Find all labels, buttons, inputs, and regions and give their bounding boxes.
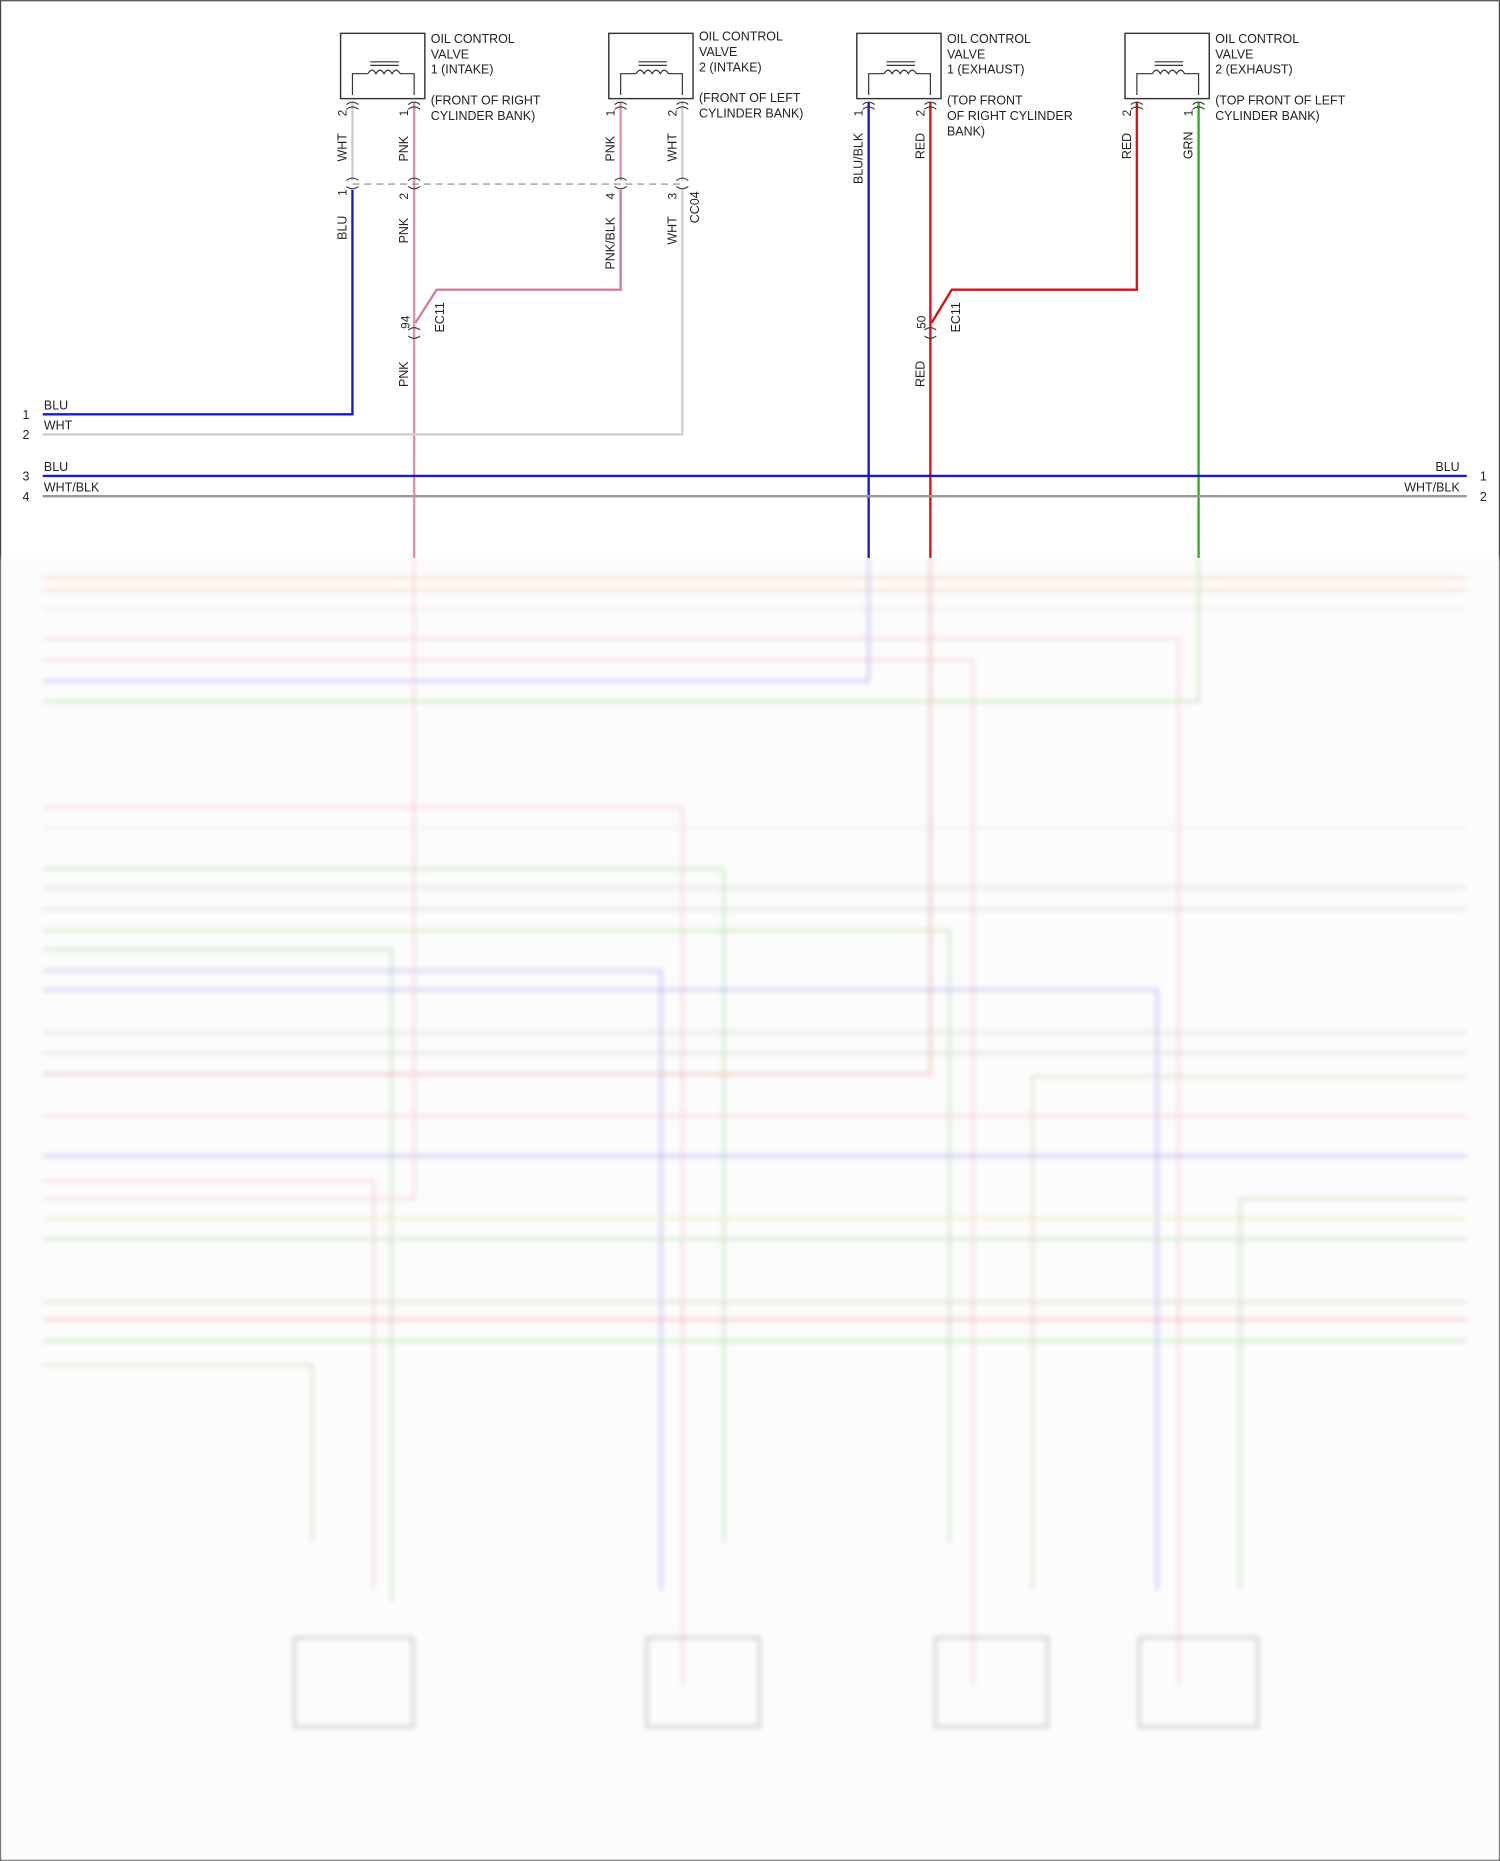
- diagram-label: 1: [1480, 470, 1487, 484]
- pin-labels: 2 1 1 2 1 2 2 1 WHT PNK PNK WHT BLU/BLK …: [336, 109, 1196, 387]
- diagram-label: RED: [913, 133, 927, 159]
- blurred-harness-region: [0, 557, 1500, 1861]
- diagram-label: OIL CONTROL: [1215, 32, 1299, 46]
- diagram-label: 1: [604, 109, 618, 116]
- diagram-label: 2 (INTAKE): [699, 60, 762, 74]
- diagram-label: OIL CONTROL: [431, 32, 515, 46]
- diagram-label: VALVE: [1215, 47, 1253, 61]
- diagram-label: WHT: [44, 419, 73, 433]
- diagram-label: VALVE: [947, 47, 985, 61]
- diagram-label: CYLINDER BANK): [431, 109, 536, 123]
- diagram-label: BLU: [44, 460, 68, 474]
- diagram-label: RED: [913, 361, 927, 387]
- diagram-label: 1 (INTAKE): [431, 63, 494, 77]
- diagram-label: BANK): [947, 124, 985, 138]
- ec11-label: EC11: [949, 302, 963, 332]
- diagram-label: 1: [336, 189, 350, 196]
- oil-control-valve-1-intake: OIL CONTROL VALVE 1 (INTAKE) (FRONT OF R…: [339, 32, 541, 123]
- oil-control-valve-1-exhaust: OIL CONTROL VALVE 1 (EXHAUST) (TOP FRONT…: [856, 32, 1073, 138]
- diagram-label: OF RIGHT CYLINDER: [947, 109, 1073, 123]
- cc04-label: CC04: [688, 191, 702, 223]
- diagram-label: PNK: [604, 135, 618, 161]
- diagram-label: BLU/BLK: [852, 132, 866, 184]
- diagram-label: PNK: [397, 217, 411, 243]
- diagram-label: PNK/BLK: [604, 216, 618, 269]
- diagram-label: BLU: [336, 216, 350, 240]
- diagram-label: WHT: [665, 216, 679, 245]
- diagram-label: (FRONT OF RIGHT: [431, 94, 541, 108]
- diagram-label: CYLINDER BANK): [699, 107, 804, 121]
- diagram-label: 1: [852, 109, 866, 116]
- ec11-label: EC11: [433, 302, 447, 332]
- right-terminals: 1 BLU 2 WHT/BLK: [1404, 460, 1487, 504]
- diagram-label: 4: [23, 490, 30, 504]
- diagram-label: PNK: [397, 361, 411, 387]
- diagram-label: 1: [23, 408, 30, 422]
- diagram-label: 2: [1120, 110, 1134, 117]
- diagram-label: 2: [23, 428, 30, 442]
- coil-icon: [1151, 69, 1186, 75]
- diagram-label: RED: [1120, 133, 1134, 159]
- diagram-label: WHT: [665, 133, 679, 162]
- diagram-label: CYLINDER BANK): [1215, 109, 1320, 123]
- diagram-label: (TOP FRONT: [947, 94, 1023, 108]
- coil-icon: [367, 69, 401, 75]
- diagram-label: 1: [397, 109, 411, 116]
- diagram-label: VALVE: [699, 45, 737, 59]
- diagram-label: 3: [23, 470, 30, 484]
- diagram-label: 2 (EXHAUST): [1215, 63, 1293, 77]
- diagram-label: 4: [604, 192, 618, 199]
- diagram-label: PNK: [397, 135, 411, 161]
- diagram-label: WHT: [336, 133, 350, 162]
- diagram-label: 1 (EXHAUST): [947, 63, 1025, 77]
- wire-wht-cc04-3: [42, 189, 684, 436]
- diagram-label: 2: [397, 193, 411, 200]
- coil-icon: [883, 69, 917, 75]
- diagram-label: 2: [1480, 490, 1487, 504]
- diagram-label: OIL CONTROL: [699, 29, 783, 43]
- wire-pnk-blk-cc04-4: [414, 189, 622, 324]
- oil-control-valve-2-intake: OIL CONTROL VALVE 2 (INTAKE) (FRONT OF L…: [608, 29, 804, 121]
- diagram-label: (TOP FRONT OF LEFT: [1215, 94, 1345, 108]
- diagram-label: 94: [398, 315, 412, 329]
- wire-blu-cc04-1: [42, 189, 354, 416]
- oil-control-valve-2-exhaust: OIL CONTROL VALVE 2 (EXHAUST) (TOP FRONT…: [1124, 32, 1346, 123]
- diagram-label: VALVE: [431, 47, 469, 61]
- diagram-label: OIL CONTROL: [947, 32, 1031, 46]
- diagram-label: 1: [1182, 109, 1196, 116]
- diagram-label: WHT/BLK: [1404, 480, 1460, 494]
- left-terminals: 1 BLU 2 WHT 3 BLU 4 WHT/BLK: [23, 399, 100, 504]
- diagram-label: 2: [913, 110, 927, 117]
- diagram-label: 50: [915, 315, 929, 329]
- diagram-label: GRN: [1182, 131, 1196, 159]
- wire-red-ocv2-exh: [930, 102, 1139, 324]
- diagram-label: 2: [336, 110, 350, 117]
- diagram-label: BLU: [44, 399, 68, 413]
- diagram-label: 3: [665, 192, 679, 199]
- diagram-label: 2: [665, 110, 679, 117]
- diagram-label: (FRONT OF LEFT: [699, 91, 801, 105]
- connector-terminals: [346, 101, 1205, 339]
- coil-icon: [635, 69, 669, 75]
- diagram-label: WHT/BLK: [44, 480, 100, 494]
- diagram-label: BLU: [1435, 460, 1459, 474]
